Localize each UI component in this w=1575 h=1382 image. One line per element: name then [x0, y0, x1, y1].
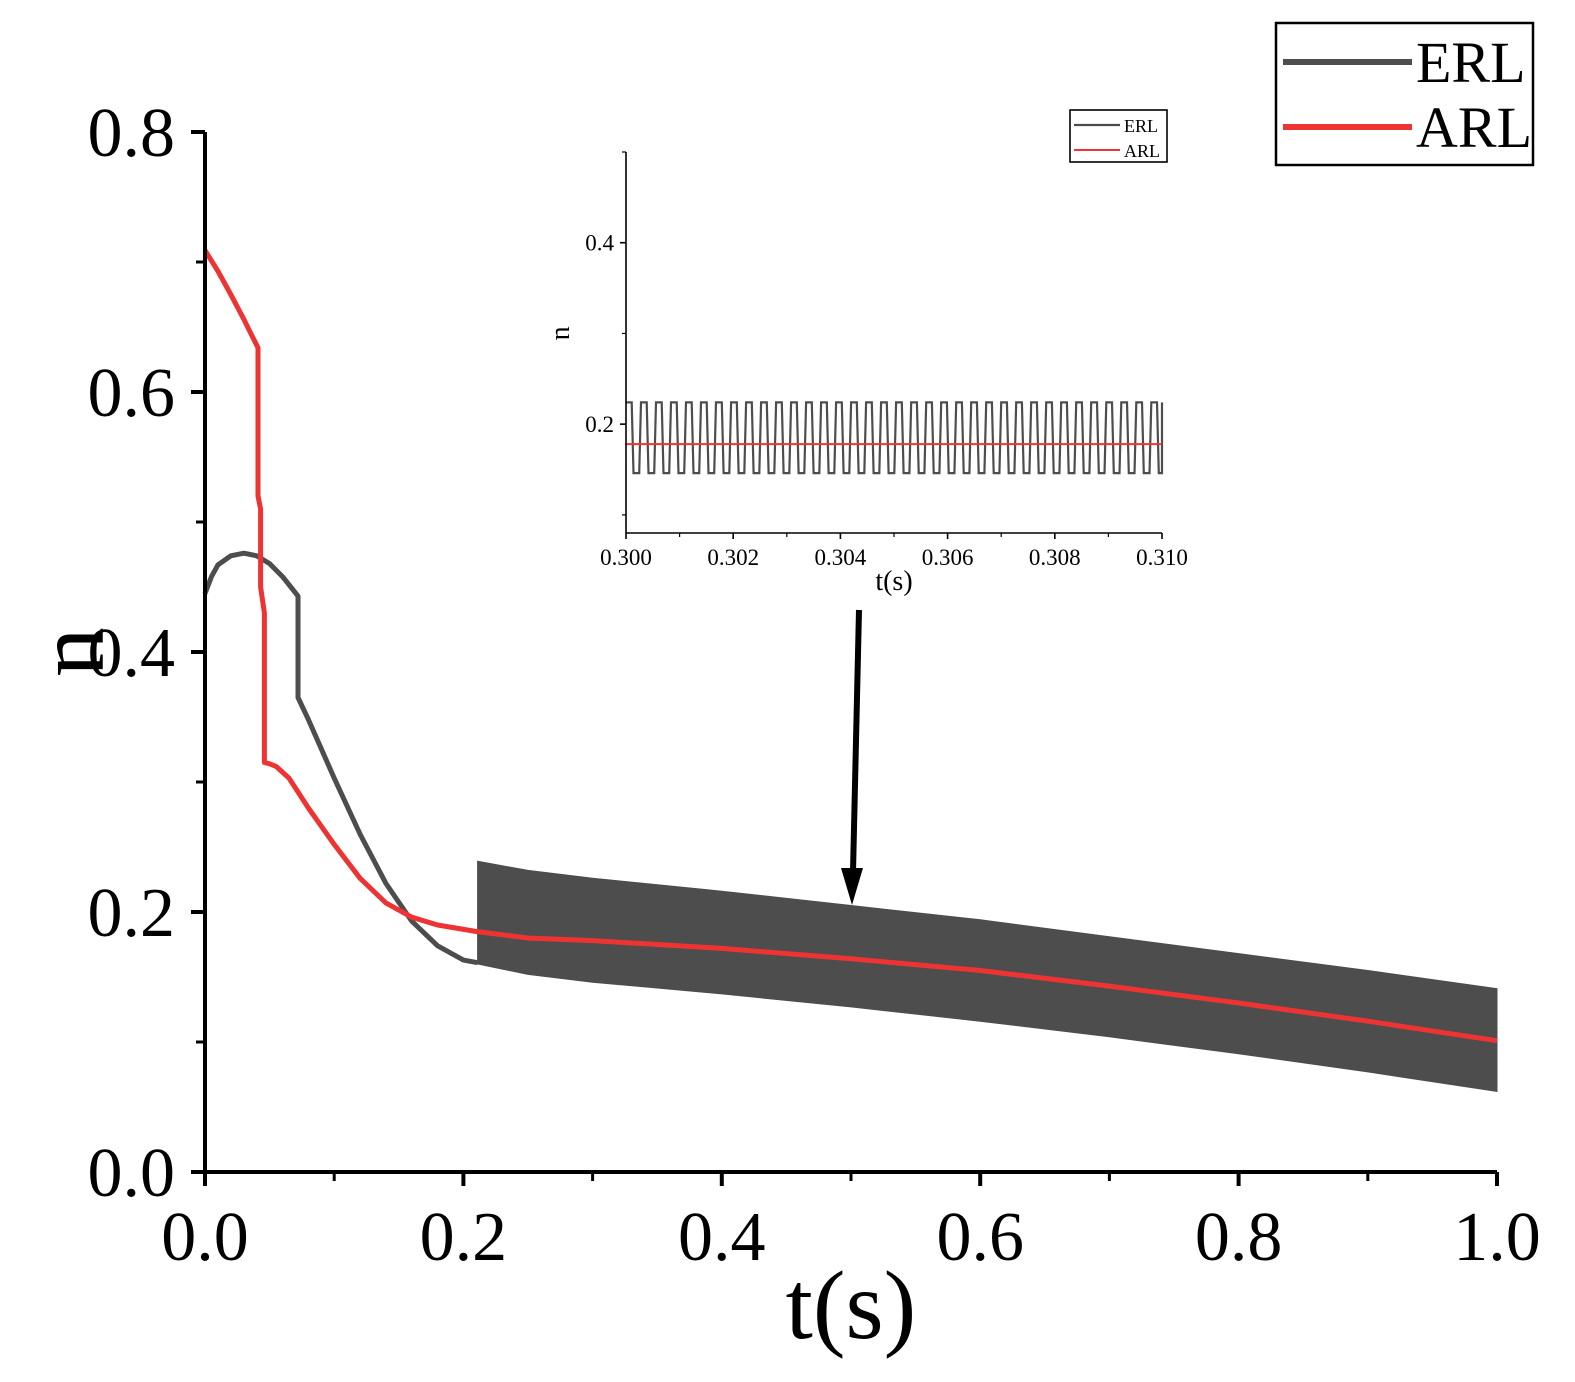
arrow-head — [841, 868, 863, 905]
x-tick-label: 0.2 — [420, 1199, 508, 1276]
y-tick-label: 0.8 — [88, 95, 176, 172]
inset-legend-label-arl: ARL — [1124, 141, 1160, 161]
y-tick-label: 0.6 — [88, 355, 176, 432]
inset-y-tick-label: 0.4 — [585, 231, 614, 256]
arrow-shaft — [850, 609, 862, 873]
inset-x-tick-label: 0.304 — [815, 545, 867, 570]
y-tick-label: 0.4 — [88, 615, 176, 692]
legend-label-arl: ARL — [1416, 95, 1532, 160]
annotation-arrow — [841, 609, 863, 905]
inset-x-tick-label: 0.300 — [600, 545, 652, 570]
legend-box — [1274, 21, 1535, 167]
inset-y-axis-title: u — [549, 326, 580, 340]
erl-series-line — [202, 550, 479, 966]
y-tick-label: 0.0 — [88, 1135, 176, 1212]
inset-x-axis-title: t(s) — [875, 566, 912, 597]
y-tick-label: 0.2 — [88, 875, 176, 952]
x-tick-label: 0.8 — [1195, 1199, 1283, 1276]
inset-x-tick-label: 0.308 — [1029, 545, 1081, 570]
main-plot: 0.0 0.2 0.4 0.6 0.8 1.0 0.0 0.2 0.4 0.6 0.8 t(s) u — [36, 95, 1541, 1360]
inset-plot: 0.300 0.302 0.304 0.306 0.308 0.310 0.2 0.4 t(s)… — [549, 109, 1188, 597]
legend-label-erl: ERL — [1416, 30, 1526, 95]
x-tick-label: 0.0 — [161, 1199, 249, 1276]
x-axis-title: t(s) — [786, 1252, 917, 1360]
inset-x-tick-label: 0.310 — [1136, 545, 1188, 570]
x-tick-label: 1.0 — [1453, 1199, 1541, 1276]
x-tick-label: 0.4 — [678, 1199, 766, 1276]
inset-erl-series-line — [626, 401, 1164, 475]
y-axis-title: u — [36, 628, 144, 677]
inset-y-tick-label: 0.2 — [585, 412, 614, 437]
arl-series-line — [202, 248, 1498, 1044]
inset-legend-label-erl: ERL — [1124, 116, 1158, 136]
erl-oscillation-band — [477, 860, 1498, 1092]
inset-legend-box — [1069, 109, 1168, 163]
inset-x-tick-label: 0.302 — [707, 545, 759, 570]
inset-x-tick-label: 0.306 — [922, 545, 974, 570]
x-tick-label: 0.6 — [936, 1199, 1024, 1276]
inset-legend: ERL ARL — [1069, 109, 1168, 163]
